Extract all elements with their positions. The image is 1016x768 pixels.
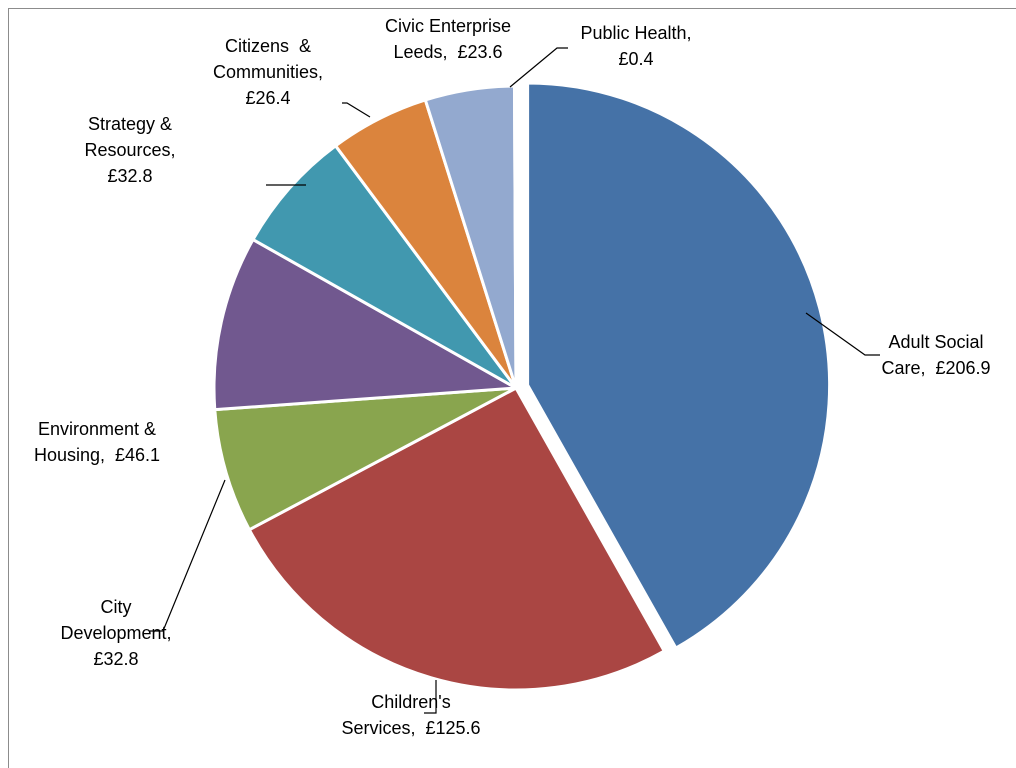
data-label: Strategy &	[88, 114, 172, 134]
data-label: Adult Social	[888, 332, 983, 352]
chart-frame	[8, 8, 1016, 768]
data-label: £0.4	[618, 49, 653, 69]
data-label: Communities,	[213, 62, 323, 82]
data-label: £32.8	[107, 166, 152, 186]
data-label: Services, £125.6	[341, 718, 480, 738]
pie-slice-children-s-services	[247, 385, 667, 692]
slices-layer	[212, 81, 832, 692]
data-label: Resources,	[84, 140, 175, 160]
leader-line	[150, 479, 226, 632]
data-label: City	[101, 597, 132, 617]
leader-lines-layer	[150, 47, 880, 714]
leader-line	[342, 102, 371, 118]
data-label: £26.4	[245, 88, 290, 108]
pie-slice-city-development	[213, 386, 517, 532]
data-label: Care, £206.9	[881, 358, 990, 378]
data-label: Leeds, £23.6	[393, 42, 502, 62]
data-label: £32.8	[93, 649, 138, 669]
data-label: Development,	[60, 623, 171, 643]
pie-slice-strategy-resources	[250, 143, 518, 390]
leader-line	[509, 47, 568, 88]
labels-layer: Adult Social Care, £206.9 Children's Servic…	[34, 16, 991, 738]
data-label: Children's	[371, 692, 450, 712]
pie-slice-public-health	[512, 84, 518, 389]
data-label: Public Health,	[580, 23, 691, 43]
pie-slice-adult-social-care	[526, 81, 832, 651]
data-label: Civic Enterprise	[385, 16, 511, 36]
data-label: Citizens &	[225, 36, 311, 56]
data-label: Environment &	[38, 419, 156, 439]
pie-slice-environment-housing	[212, 237, 522, 412]
leader-line	[805, 312, 880, 356]
leader-line	[424, 680, 437, 714]
data-label: Housing, £46.1	[34, 445, 160, 465]
